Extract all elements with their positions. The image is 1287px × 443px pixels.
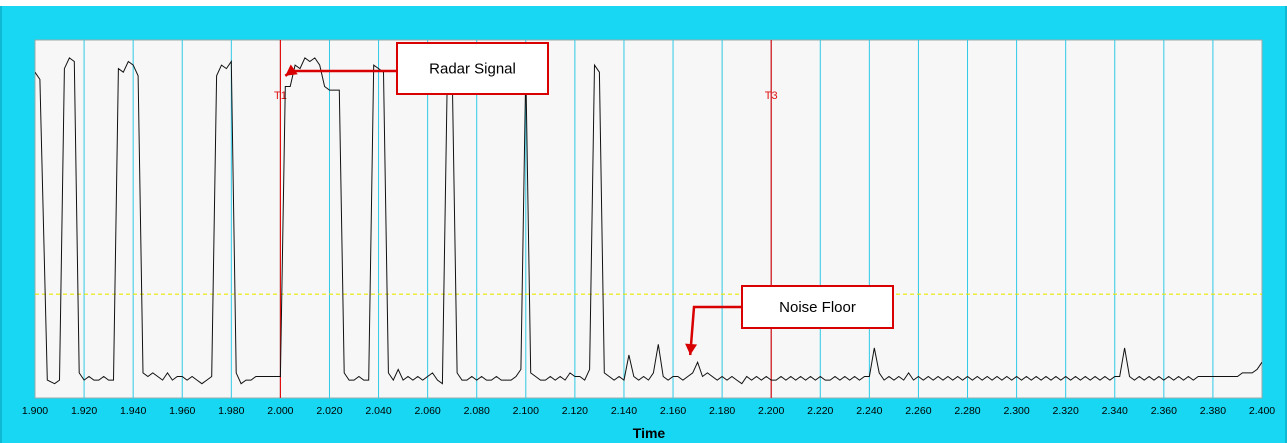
callout-layer: Radar Signal Noise Floor — [284, 42, 894, 356]
plot-area — [34, 39, 1263, 399]
x-tick-label: 1.960 — [169, 405, 195, 417]
x-tick-label: 2.140 — [611, 405, 637, 417]
x-tick-label: 2.380 — [1200, 405, 1226, 417]
x-tick-label: 2.080 — [464, 405, 490, 417]
series-layer — [35, 57, 1262, 385]
x-tick-label: 2.060 — [414, 405, 440, 417]
signal-chart: T1 T3 1.900 1.920 1.940 1.960 1.980 2.000 2.020… — [22, 39, 1275, 441]
callout-radar-signal: Radar Signal — [284, 42, 549, 95]
callout-leader — [688, 305, 742, 356]
x-axis-title: Time — [633, 425, 666, 441]
cursor-label-t1: T1 — [274, 90, 287, 102]
x-tick-label: 2.280 — [954, 405, 980, 417]
chart-frame: T1 T3 1.900 1.920 1.940 1.960 1.980 2.000 2.020… — [0, 6, 1287, 443]
callout-arrowhead — [285, 64, 298, 76]
x-tick-label: 2.240 — [856, 405, 882, 417]
callout-text: Radar Signal — [429, 61, 516, 78]
x-tick-label: 2.020 — [316, 405, 342, 417]
x-tick-label: 2.180 — [709, 405, 735, 417]
x-tick-label: 2.040 — [365, 405, 391, 417]
x-tick-label: 2.400 — [1249, 405, 1275, 417]
x-tick-label: 2.360 — [1151, 405, 1177, 417]
x-tick-label: 2.100 — [513, 405, 539, 417]
callout-arrowhead — [685, 343, 698, 356]
callout-box — [741, 285, 894, 329]
x-tick-label: 2.260 — [905, 405, 931, 417]
x-tick-label: 2.320 — [1053, 405, 1079, 417]
x-tick-label: 2.000 — [267, 405, 293, 417]
x-tick-label: 1.980 — [218, 405, 244, 417]
tick-layer: 1.900 1.920 1.940 1.960 1.980 2.000 2.020 2.040… — [22, 405, 1275, 417]
x-tick-label: 1.940 — [120, 405, 146, 417]
x-tick-label: 2.220 — [807, 405, 833, 417]
callout-box — [396, 42, 549, 95]
x-tick-label: 2.160 — [660, 405, 686, 417]
x-tick-label: 2.200 — [758, 405, 784, 417]
x-tick-label: 2.300 — [1003, 405, 1029, 417]
x-tick-label: 2.340 — [1102, 405, 1128, 417]
grid-layer — [83, 40, 1214, 398]
callout-text: Noise Floor — [779, 299, 856, 316]
signal-series-line — [35, 57, 1262, 385]
cursor-layer: T1 T3 — [274, 40, 778, 398]
cursor-label-t3: T3 — [765, 90, 778, 102]
x-tick-label: 1.900 — [22, 405, 48, 417]
callout-noise-floor: Noise Floor — [685, 285, 894, 356]
x-tick-label: 1.920 — [71, 405, 97, 417]
x-tick-label: 2.120 — [562, 405, 588, 417]
